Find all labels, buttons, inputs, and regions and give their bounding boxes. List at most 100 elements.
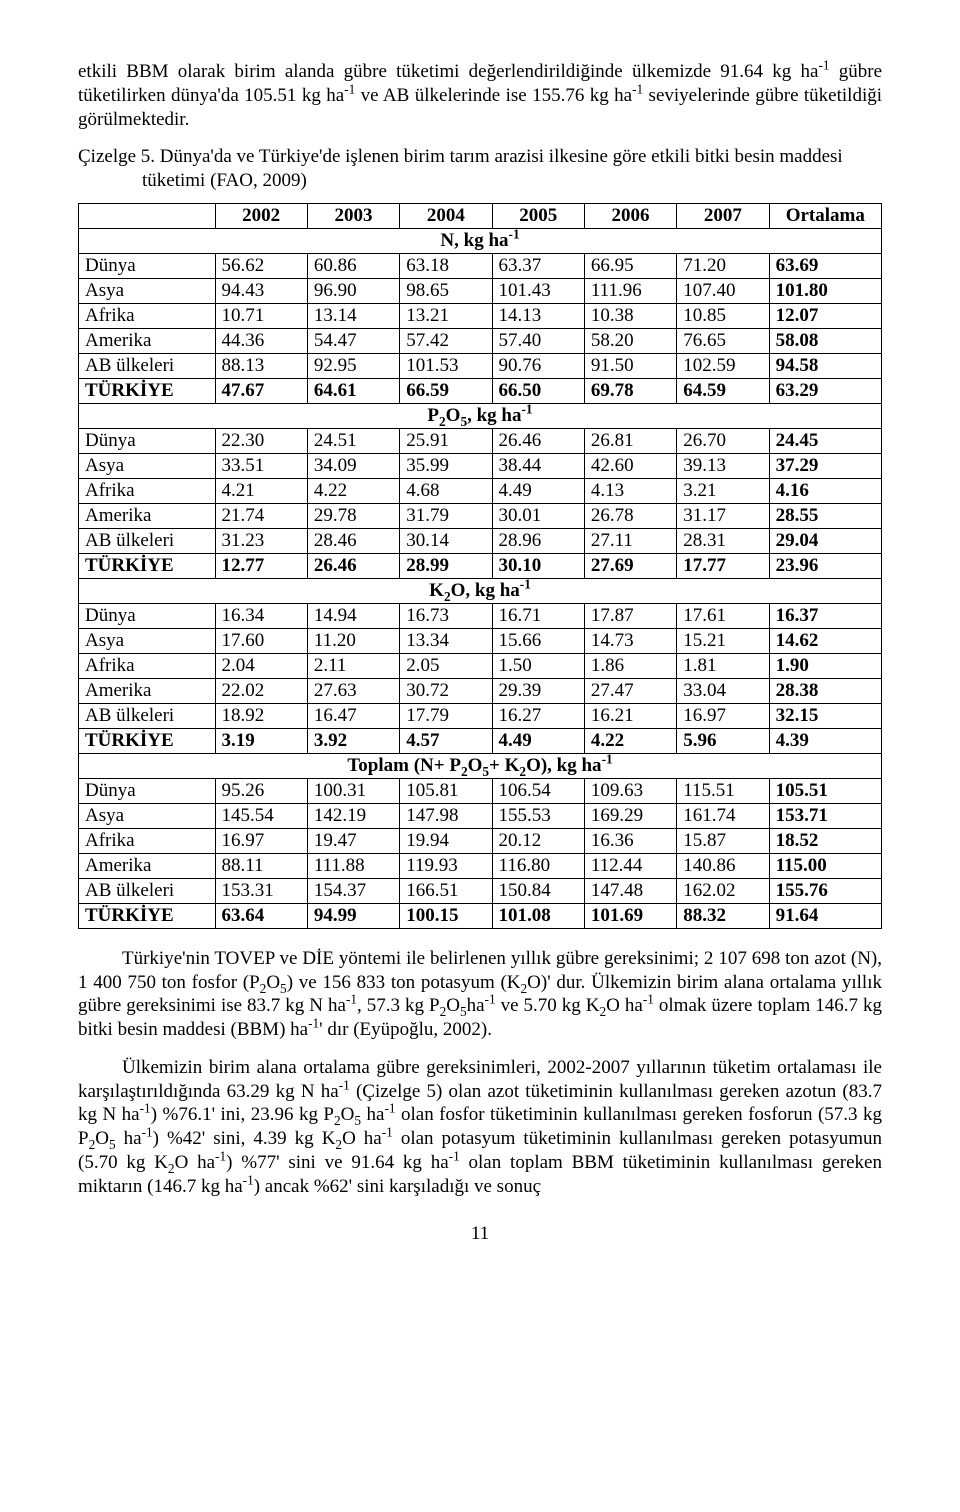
cell-value: 153.71 <box>769 803 881 828</box>
cell-value: 28.55 <box>769 503 881 528</box>
table-row: TÜRKİYE3.193.924.574.494.225.964.39 <box>79 728 882 753</box>
cell-value: 4.39 <box>769 728 881 753</box>
cell-value: 31.23 <box>215 528 307 553</box>
cell-value: 71.20 <box>677 253 769 278</box>
cell-value: 98.65 <box>400 278 492 303</box>
row-label: Amerika <box>79 678 216 703</box>
cell-value: 4.68 <box>400 478 492 503</box>
row-label: Amerika <box>79 853 216 878</box>
cell-value: 27.69 <box>584 553 676 578</box>
cell-value: 111.96 <box>584 278 676 303</box>
cell-value: 42.60 <box>584 453 676 478</box>
cell-value: 119.93 <box>400 853 492 878</box>
section-header: K2O, kg ha-1 <box>79 578 882 603</box>
cell-value: 150.84 <box>492 878 584 903</box>
cell-value: 38.44 <box>492 453 584 478</box>
cell-value: 1.90 <box>769 653 881 678</box>
cell-value: 91.64 <box>769 903 881 928</box>
cell-value: 29.04 <box>769 528 881 553</box>
table-row: Asya145.54142.19147.98155.53169.29161.74… <box>79 803 882 828</box>
cell-value: 18.52 <box>769 828 881 853</box>
paragraph-2: Türkiye'nin TOVEP ve DİE yöntemi ile bel… <box>78 947 882 1042</box>
cell-value: 105.51 <box>769 778 881 803</box>
row-label: Asya <box>79 453 216 478</box>
section-header: P2O5, kg ha-1 <box>79 403 882 428</box>
cell-value: 22.30 <box>215 428 307 453</box>
cell-value: 101.53 <box>400 353 492 378</box>
cell-value: 10.38 <box>584 303 676 328</box>
cell-value: 33.04 <box>677 678 769 703</box>
cell-value: 17.77 <box>677 553 769 578</box>
cell-value: 16.27 <box>492 703 584 728</box>
cell-value: 13.14 <box>307 303 399 328</box>
cell-value: 14.13 <box>492 303 584 328</box>
cell-value: 63.29 <box>769 378 881 403</box>
cell-value: 4.22 <box>584 728 676 753</box>
page-number: 11 <box>78 1222 882 1246</box>
cell-value: 4.21 <box>215 478 307 503</box>
cell-value: 66.95 <box>584 253 676 278</box>
cell-value: 18.92 <box>215 703 307 728</box>
table-row: Asya94.4396.9098.65101.43111.96107.40101… <box>79 278 882 303</box>
section-header: Toplam (N+ P2O5+ K2O), kg ha-1 <box>79 753 882 778</box>
table-row: Afrika16.9719.4719.9420.1216.3615.8718.5… <box>79 828 882 853</box>
row-label: TÜRKİYE <box>79 903 216 928</box>
cell-value: 4.49 <box>492 728 584 753</box>
cell-value: 11.20 <box>307 628 399 653</box>
cell-value: 111.88 <box>307 853 399 878</box>
cell-value: 54.47 <box>307 328 399 353</box>
cell-value: 101.80 <box>769 278 881 303</box>
cell-value: 3.92 <box>307 728 399 753</box>
cell-value: 30.14 <box>400 528 492 553</box>
table-row: Dünya16.3414.9416.7316.7117.8717.6116.37 <box>79 603 882 628</box>
cell-value: 56.62 <box>215 253 307 278</box>
cell-value: 153.31 <box>215 878 307 903</box>
cell-value: 19.94 <box>400 828 492 853</box>
row-label: AB ülkeleri <box>79 528 216 553</box>
table-row: Amerika88.11111.88119.93116.80112.44140.… <box>79 853 882 878</box>
cell-value: 15.66 <box>492 628 584 653</box>
row-label: Afrika <box>79 828 216 853</box>
cell-value: 147.98 <box>400 803 492 828</box>
header-empty <box>79 203 216 228</box>
row-label: Afrika <box>79 653 216 678</box>
cell-value: 28.31 <box>677 528 769 553</box>
cell-value: 14.73 <box>584 628 676 653</box>
cell-value: 44.36 <box>215 328 307 353</box>
cell-value: 166.51 <box>400 878 492 903</box>
table-row: TÜRKİYE47.6764.6166.5966.5069.7864.5963.… <box>79 378 882 403</box>
cell-value: 102.59 <box>677 353 769 378</box>
table-row: Dünya22.3024.5125.9126.4626.8126.7024.45 <box>79 428 882 453</box>
header-year: 2003 <box>307 203 399 228</box>
table-row: Afrika2.042.112.051.501.861.811.90 <box>79 653 882 678</box>
cell-value: 16.97 <box>677 703 769 728</box>
intro-paragraph: etkili BBM olarak birim alanda gübre tük… <box>78 60 882 131</box>
cell-value: 15.21 <box>677 628 769 653</box>
cell-value: 34.09 <box>307 453 399 478</box>
cell-value: 23.96 <box>769 553 881 578</box>
cell-value: 12.07 <box>769 303 881 328</box>
cell-value: 15.87 <box>677 828 769 853</box>
cell-value: 101.08 <box>492 903 584 928</box>
cell-value: 63.18 <box>400 253 492 278</box>
cell-value: 3.19 <box>215 728 307 753</box>
row-label: TÜRKİYE <box>79 553 216 578</box>
cell-value: 33.51 <box>215 453 307 478</box>
cell-value: 64.59 <box>677 378 769 403</box>
cell-value: 94.99 <box>307 903 399 928</box>
cell-value: 116.80 <box>492 853 584 878</box>
cell-value: 60.86 <box>307 253 399 278</box>
cell-value: 31.17 <box>677 503 769 528</box>
cell-value: 115.51 <box>677 778 769 803</box>
cell-value: 2.05 <box>400 653 492 678</box>
row-label: AB ülkeleri <box>79 878 216 903</box>
table-row: Amerika44.3654.4757.4257.4058.2076.6558.… <box>79 328 882 353</box>
cell-value: 162.02 <box>677 878 769 903</box>
cell-value: 95.26 <box>215 778 307 803</box>
cell-value: 16.36 <box>584 828 676 853</box>
cell-value: 16.37 <box>769 603 881 628</box>
cell-value: 26.78 <box>584 503 676 528</box>
table-row: TÜRKİYE63.6494.99100.15101.08101.6988.32… <box>79 903 882 928</box>
row-label: Asya <box>79 628 216 653</box>
cell-value: 16.34 <box>215 603 307 628</box>
